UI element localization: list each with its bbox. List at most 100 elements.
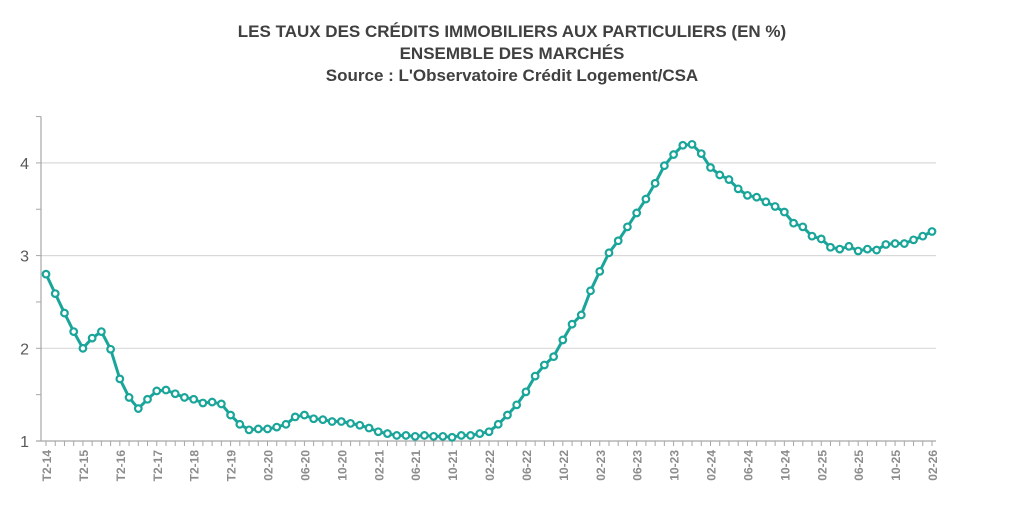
data-point <box>170 389 180 399</box>
data-point <box>69 327 79 337</box>
data-point <box>96 327 106 337</box>
data-point <box>807 231 817 241</box>
x-tick-label: 06-25 <box>852 450 866 481</box>
data-point <box>41 269 51 279</box>
data-point <box>484 427 494 437</box>
data-point <box>530 371 540 381</box>
x-tick-label: T2-16 <box>114 450 128 482</box>
x-tick-label: 06-20 <box>298 450 312 481</box>
data-point <box>512 400 522 410</box>
data-point <box>392 431 402 440</box>
data-point <box>862 244 872 254</box>
data-point <box>253 424 263 434</box>
data-point <box>60 308 69 318</box>
data-point <box>752 192 762 202</box>
data-point <box>678 140 688 150</box>
data-point <box>50 289 60 299</box>
data-point <box>336 417 346 426</box>
data-point <box>226 410 235 420</box>
data-point <box>789 218 798 228</box>
data-point <box>613 236 623 246</box>
data-point <box>890 239 900 248</box>
data-point <box>927 227 937 236</box>
data-point <box>623 222 632 232</box>
data-point <box>438 431 448 441</box>
data-point <box>909 235 918 245</box>
chart-source: Source : L'Observatoire Crédit Logement/… <box>325 66 699 85</box>
data-point <box>743 190 752 200</box>
x-tick-label: T2-14 <box>40 450 54 482</box>
data-point <box>373 427 383 437</box>
data-point <box>327 417 337 426</box>
x-tick-label: 10-21 <box>446 450 460 481</box>
data-point <box>779 207 789 217</box>
data-point <box>152 386 162 396</box>
data-point <box>189 394 199 404</box>
x-tick-label: T2-15 <box>77 450 91 482</box>
data-point <box>835 244 845 254</box>
data-point <box>696 149 706 159</box>
data-point <box>715 170 725 180</box>
data-point <box>133 404 143 413</box>
x-tick-label: 06-21 <box>409 450 423 481</box>
data-point <box>143 394 152 404</box>
x-tick-label: 02-24 <box>705 450 719 481</box>
data-point <box>539 360 549 370</box>
y-tick-label: 2 <box>20 341 29 358</box>
data-point <box>161 385 171 395</box>
data-point <box>447 432 457 442</box>
data-point <box>115 374 125 384</box>
data-point <box>899 239 909 248</box>
x-tick-label: 02-20 <box>262 450 276 481</box>
x-tick-label: 02-22 <box>483 450 497 481</box>
data-point <box>124 393 134 402</box>
data-point <box>466 431 475 440</box>
data-point <box>493 419 503 429</box>
data-point <box>346 418 355 428</box>
data-point <box>558 335 568 345</box>
x-tick-label: 10-24 <box>778 450 792 481</box>
data-point <box>549 352 559 362</box>
data-point <box>410 431 420 441</box>
data-point <box>798 222 808 232</box>
data-point <box>503 410 512 420</box>
x-tick-label: 10-20 <box>335 450 349 481</box>
data-point <box>567 319 577 329</box>
data-point <box>641 194 651 204</box>
x-tick-label: 10-22 <box>557 450 571 481</box>
data-point <box>216 399 226 409</box>
data-point <box>659 161 669 171</box>
data-point <box>770 202 780 211</box>
data-point <box>244 425 254 435</box>
data-point <box>521 387 531 397</box>
data-point <box>309 414 319 424</box>
data-point <box>650 178 660 188</box>
data-point <box>475 429 485 438</box>
data-point <box>576 310 586 320</box>
data-point <box>872 245 882 255</box>
data-point <box>706 163 715 172</box>
data-point <box>826 242 835 252</box>
data-point <box>263 424 272 434</box>
x-tick-label: 06-23 <box>631 450 645 481</box>
data-point <box>207 397 217 407</box>
data-point <box>281 419 291 429</box>
x-tick-label: T2-19 <box>225 450 239 482</box>
x-tick-label: T2-17 <box>151 450 165 482</box>
y-tick-label: 4 <box>20 156 29 173</box>
chart-subtitle: ENSEMBLE DES MARCHÉS <box>399 44 625 63</box>
data-point <box>761 197 771 207</box>
data-point <box>318 415 328 425</box>
chart-title: LES TAUX DES CRÉDITS IMMOBILIERS AUX PAR… <box>237 22 787 41</box>
y-tick-label: 3 <box>20 249 29 266</box>
x-tick-label: 06-24 <box>741 450 755 481</box>
data-point <box>687 139 697 149</box>
data-point <box>419 431 429 440</box>
data-point <box>816 234 826 244</box>
x-tick-label: 10-23 <box>668 450 682 481</box>
x-tick-label: 02-23 <box>594 450 608 481</box>
data-point <box>881 240 891 249</box>
data-point <box>78 343 88 353</box>
y-tick-label: 1 <box>20 434 29 451</box>
